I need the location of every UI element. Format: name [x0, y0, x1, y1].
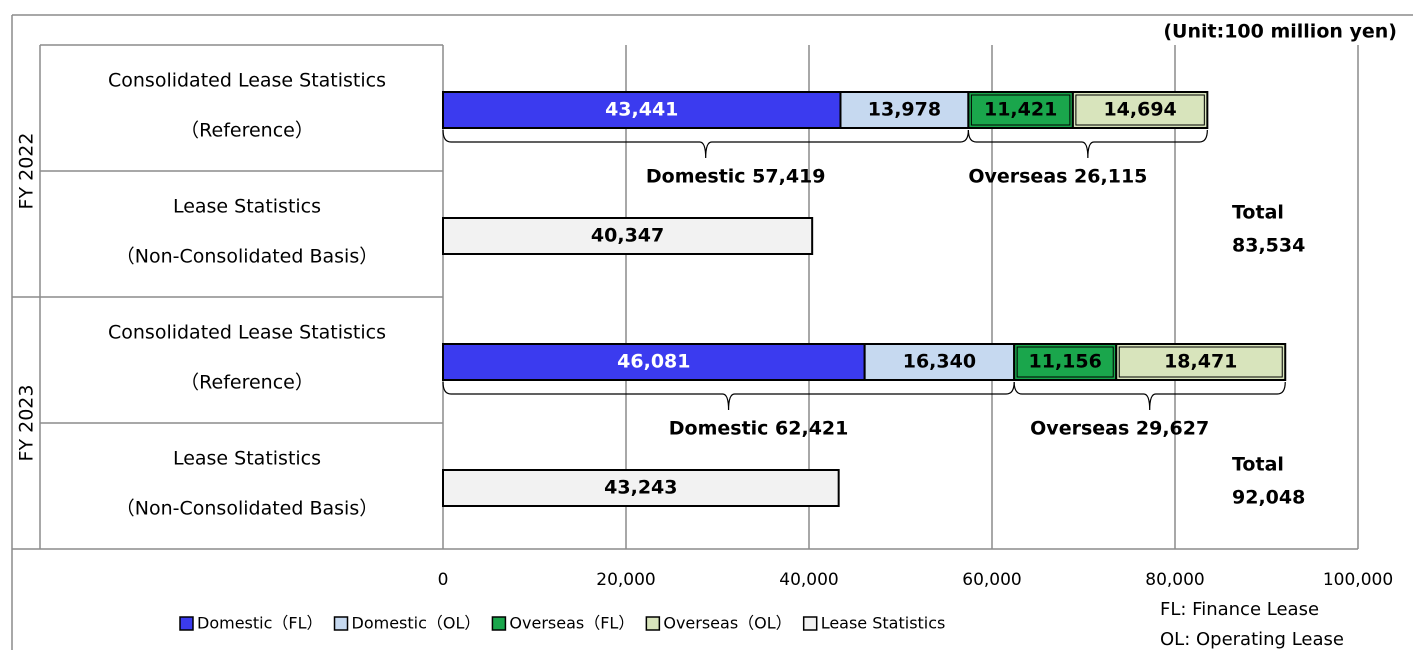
legend-label: Overseas（OL） [663, 614, 791, 633]
category-label: （Reference） [180, 120, 314, 142]
brace [442, 381, 1015, 411]
overseas-annotation: Overseas 26,115 [968, 166, 1147, 188]
domestic-annotation: Domestic 57,419 [646, 166, 826, 188]
value-label: 11,156 [1029, 351, 1102, 373]
overseas-annotation: Overseas 29,627 [1030, 418, 1209, 440]
value-label: 40,347 [591, 225, 664, 247]
note: OL: Operating Lease [1160, 629, 1344, 650]
brace [1013, 381, 1286, 411]
domestic-annotation: Domestic 62,421 [669, 418, 849, 440]
category-label: （Non-Consolidated Basis） [116, 246, 378, 268]
total-value: 83,534 [1232, 235, 1305, 257]
legend-label: Domestic（FL） [197, 614, 323, 633]
legend-label: Domestic（OL） [352, 614, 481, 633]
bar-segment-inner-border [1075, 94, 1205, 126]
group-label: FY 2022 [16, 133, 38, 210]
x-tick-label: 0 [438, 570, 449, 590]
category-label: Consolidated Lease Statistics [108, 70, 386, 92]
total-title: Total [1232, 454, 1284, 476]
category-label: Consolidated Lease Statistics [108, 322, 386, 344]
total-title: Total [1232, 202, 1284, 224]
bar-segment [1115, 343, 1287, 381]
value-label: 14,694 [1103, 99, 1176, 121]
total-value: 92,048 [1232, 487, 1305, 509]
bar-segment-inner-border [1016, 346, 1114, 378]
value-label: 18,471 [1164, 351, 1237, 373]
unit-label: (Unit:100 million yen) [1163, 21, 1397, 43]
brace [442, 129, 969, 159]
x-tick-label: 40,000 [779, 570, 838, 590]
bar-segment [442, 217, 814, 255]
x-tick-label: 60,000 [962, 570, 1021, 590]
category-label: Lease Statistics [173, 196, 321, 218]
bar-segment [863, 343, 1016, 381]
x-tick-label: 80,000 [1145, 570, 1204, 590]
brace [967, 129, 1208, 159]
bar-segment [442, 469, 840, 507]
x-tick-label: 100,000 [1323, 570, 1393, 590]
bar-segment-inner-border [1118, 346, 1283, 378]
legend-label: Lease Statistics [821, 614, 946, 633]
x-tick-label: 20,000 [596, 570, 655, 590]
bar-segment [442, 343, 866, 381]
category-label: （Non-Consolidated Basis） [116, 498, 378, 520]
value-label: 46,081 [617, 351, 690, 373]
category-label: （Reference） [180, 372, 314, 394]
legend-swatch [802, 616, 818, 631]
bar-segment [1071, 91, 1209, 129]
category-label: Lease Statistics [173, 448, 321, 470]
legend-swatch [179, 616, 194, 631]
value-label: 43,441 [605, 99, 678, 121]
value-label: 16,340 [903, 351, 976, 373]
legend-swatch [491, 616, 507, 631]
group-label: FY 2023 [16, 385, 38, 462]
legend-swatch [333, 616, 349, 631]
value-label: 11,421 [984, 99, 1057, 121]
note: FL: Finance Lease [1160, 599, 1319, 620]
value-label: 13,978 [868, 99, 941, 121]
bar-segment-inner-border [970, 94, 1071, 126]
legend-swatch [645, 616, 661, 631]
value-label: 43,243 [604, 477, 677, 499]
legend-label: Overseas（FL） [509, 614, 634, 633]
